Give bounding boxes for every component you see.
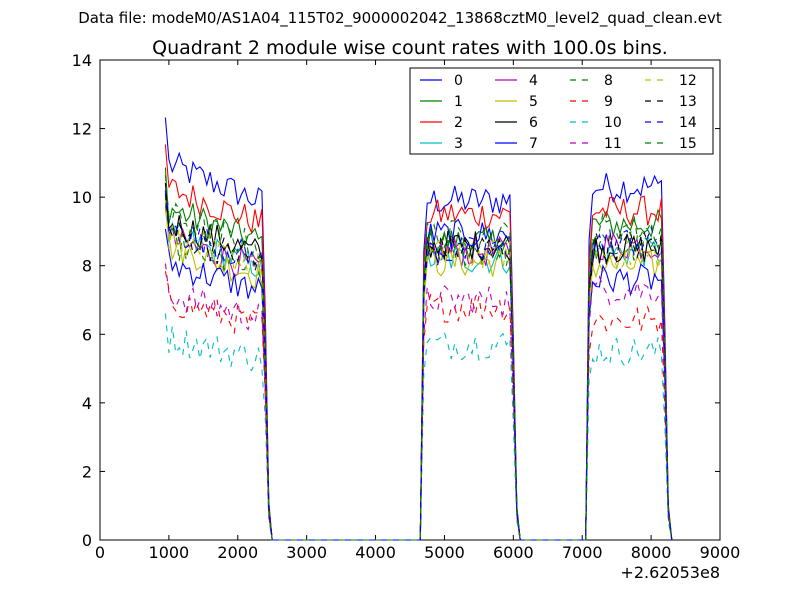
y-tick-label: 8 [82,257,92,276]
series-line-5 [164,209,673,541]
x-tick-label: 2000 [217,543,258,562]
legend-label-2: 2 [454,115,463,131]
x-tick-label: 6000 [493,543,534,562]
y-tick-label: 14 [72,51,92,70]
legend-label-1: 1 [454,94,463,110]
x-tick-label: 1000 [149,543,190,562]
series-line-10 [164,313,673,541]
legend-label-12: 12 [679,73,697,89]
x-tick-label: 5000 [424,543,465,562]
series-line-9 [164,271,673,541]
x-tick-label: 3000 [286,543,327,562]
legend-label-0: 0 [454,73,463,89]
y-tick-label: 2 [82,462,92,481]
y-tick-label: 4 [82,394,92,413]
legend-label-15: 15 [679,136,697,152]
legend-label-5: 5 [529,94,538,110]
x-axis-offset-label: +2.62053e8 [620,563,720,582]
legend-label-10: 10 [604,115,622,131]
series-line-13 [164,194,673,541]
legend-label-13: 13 [679,94,697,110]
legend-label-8: 8 [604,73,613,89]
series-line-11 [164,263,673,541]
chart-suptitle: Data file: modeM0/AS1A04_115T02_90000020… [78,9,722,28]
legend-label-11: 11 [604,136,622,152]
x-tick-label: 9000 [700,543,741,562]
series-line-15 [164,175,673,541]
legend-label-6: 6 [529,115,538,131]
series-line-7 [164,218,673,541]
plot-area: 0 1000 2000 3000 4000 5000 6000 7000 8000 9000 0 2 4… [72,51,741,562]
x-tick-label: 7000 [562,543,603,562]
y-tick-label: 0 [82,531,92,550]
x-tick-label: 8000 [631,543,672,562]
legend-label-7: 7 [529,136,538,152]
y-tick-label: 10 [72,188,92,207]
legend-label-9: 9 [604,94,613,110]
series-line-1 [164,167,673,541]
legend-label-4: 4 [529,73,538,89]
series-line-2 [164,144,673,541]
y-tick-label: 12 [72,120,92,139]
series-line-6 [164,182,673,541]
legend-label-3: 3 [454,136,463,152]
chart-title: Quadrant 2 module wise count rates with … [152,37,668,59]
x-tick-label: 4000 [355,543,396,562]
legend-label-14: 14 [679,115,697,131]
series-line-0 [164,117,673,541]
legend-box [409,67,714,155]
series-line-12 [164,198,673,541]
series-line-14 [164,190,673,541]
x-tick-label: 0 [95,543,105,562]
series-line-3 [164,198,673,541]
y-tick-label: 6 [82,325,92,344]
